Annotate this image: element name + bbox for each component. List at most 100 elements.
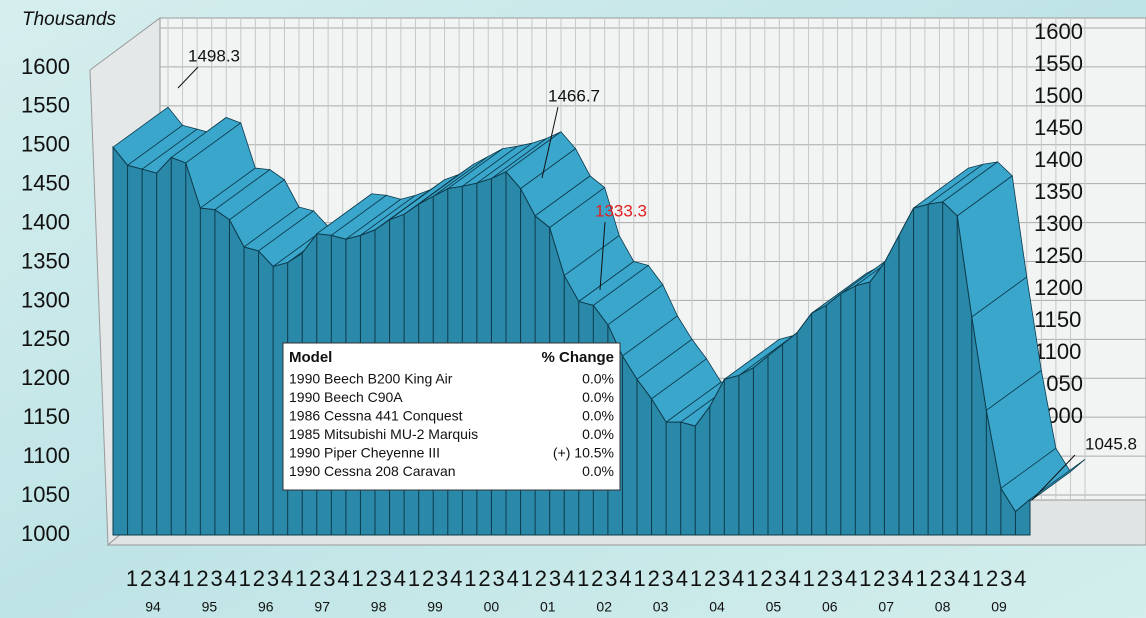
x-tick-label: 4 <box>1014 566 1026 591</box>
x-tick-label: 3 <box>492 566 504 591</box>
x-tick-label: 3 <box>944 566 956 591</box>
table-cell: 1990 Beech C90A <box>289 389 403 405</box>
y2-tick-label: 1100 <box>1034 339 1081 364</box>
year-label: 02 <box>596 599 612 615</box>
table-cell: 0.0% <box>582 463 614 479</box>
x-tick-label: 1 <box>972 566 984 591</box>
y-tick-label: 1600 <box>21 54 70 79</box>
annotation: 1498.3 <box>188 46 240 65</box>
y-tick-label: 1050 <box>21 482 70 507</box>
annotation-leader <box>541 106 559 179</box>
annotation: 1045.8 <box>1085 434 1137 453</box>
axis-label: Thousands <box>22 9 117 30</box>
x-tick-label: 4 <box>394 566 406 591</box>
x-tick-label: 1 <box>746 566 758 591</box>
x-tick-label: 3 <box>154 566 166 591</box>
y-tick-label: 1150 <box>23 404 70 429</box>
x-tick-label: 4 <box>337 566 349 591</box>
table-cell: 0.0% <box>582 371 614 387</box>
x-tick-label: 2 <box>422 566 434 591</box>
x-tick-label: 1 <box>408 566 420 591</box>
x-tick-label: 2 <box>140 566 152 591</box>
year-label: 94 <box>145 599 161 615</box>
x-tick-label: 4 <box>789 566 801 591</box>
x-tick-label: 4 <box>901 566 913 591</box>
x-tick-label: 3 <box>605 566 617 591</box>
x-tick-label: 3 <box>210 566 222 591</box>
y2-tick-label: 1300 <box>1034 211 1083 236</box>
x-tick-label: 2 <box>873 566 885 591</box>
y-tick-label: 1250 <box>21 326 70 351</box>
year-label: 03 <box>653 599 669 615</box>
annotation: 1466.7 <box>548 86 600 105</box>
x-tick-label: 2 <box>309 566 321 591</box>
x-tick-label: 2 <box>196 566 208 591</box>
table-cell: 1985 Mitsubishi MU-2 Marquis <box>289 426 478 442</box>
table-cell: 0.0% <box>582 408 614 424</box>
y2-tick-label: 1200 <box>1034 275 1083 300</box>
y2-tick-label: 1150 <box>1034 307 1081 332</box>
x-tick-label: 1 <box>690 566 702 591</box>
x-tick-label: 1 <box>126 566 138 591</box>
x-tick-label: 1 <box>915 566 927 591</box>
x-tick-label: 1 <box>803 566 815 591</box>
y2-tick-label: 1400 <box>1034 147 1083 172</box>
x-tick-label: 4 <box>732 566 744 591</box>
table-cell: (+) 10.5% <box>553 445 614 461</box>
y2-tick-label: 1350 <box>1034 179 1083 204</box>
x-tick-label: 2 <box>366 566 378 591</box>
y-tick-label: 1300 <box>21 287 70 312</box>
y2-tick-label: 1500 <box>1034 83 1083 108</box>
x-tick-label: 3 <box>549 566 561 591</box>
x-tick-label: 3 <box>774 566 786 591</box>
year-label: 06 <box>822 599 838 615</box>
annotation-leader <box>599 221 606 291</box>
x-tick-label: 1 <box>182 566 194 591</box>
x-tick-label: 3 <box>267 566 279 591</box>
x-tick-label: 1 <box>859 566 871 591</box>
x-tick-label: 1 <box>633 566 645 591</box>
x-tick-label: 2 <box>535 566 547 591</box>
table-cell: 0.0% <box>582 389 614 405</box>
annotation: 1333.3 <box>595 201 647 220</box>
x-tick-label: 3 <box>1000 566 1012 591</box>
year-label: 95 <box>202 599 218 615</box>
y-tick-label: 1550 <box>21 93 70 118</box>
x-tick-label: 3 <box>718 566 730 591</box>
y2-tick-label: 1450 <box>1034 115 1083 140</box>
year-label: 01 <box>540 599 556 615</box>
year-label: 05 <box>766 599 782 615</box>
y2-tick-label: 1600 <box>1034 19 1083 44</box>
x-tick-label: 4 <box>168 566 180 591</box>
y2-tick-label: 1250 <box>1034 243 1083 268</box>
year-label: 97 <box>314 599 330 615</box>
table-header: Model <box>289 349 332 366</box>
table-header: % Change <box>541 349 614 366</box>
x-tick-label: 4 <box>619 566 631 591</box>
year-label: 96 <box>258 599 274 615</box>
x-tick-label: 2 <box>704 566 716 591</box>
x-tick-label: 1 <box>464 566 476 591</box>
x-tick-label: 4 <box>676 566 688 591</box>
year-label: 08 <box>935 599 951 615</box>
x-tick-label: 2 <box>817 566 829 591</box>
annotation-leader <box>1031 454 1076 501</box>
y-tick-label: 1200 <box>21 365 70 390</box>
y-tick-label: 1000 <box>21 521 70 546</box>
y-tick-label: 1400 <box>21 209 70 234</box>
y-tick-label: 1350 <box>21 248 70 273</box>
x-tick-label: 1 <box>239 566 251 591</box>
y2-tick-label: 1550 <box>1034 51 1083 76</box>
table-cell: 1990 Cessna 208 Caravan <box>289 463 456 479</box>
x-tick-label: 1 <box>577 566 589 591</box>
x-tick-label: 3 <box>831 566 843 591</box>
x-tick-label: 4 <box>958 566 970 591</box>
year-label: 04 <box>709 599 725 615</box>
legend-table <box>282 342 621 491</box>
x-tick-label: 4 <box>845 566 857 591</box>
x-tick-label: 2 <box>760 566 772 591</box>
table-cell: 0.0% <box>582 426 614 442</box>
year-label: 99 <box>427 599 443 615</box>
table-cell: 1990 Piper Cheyenne III <box>289 445 440 461</box>
